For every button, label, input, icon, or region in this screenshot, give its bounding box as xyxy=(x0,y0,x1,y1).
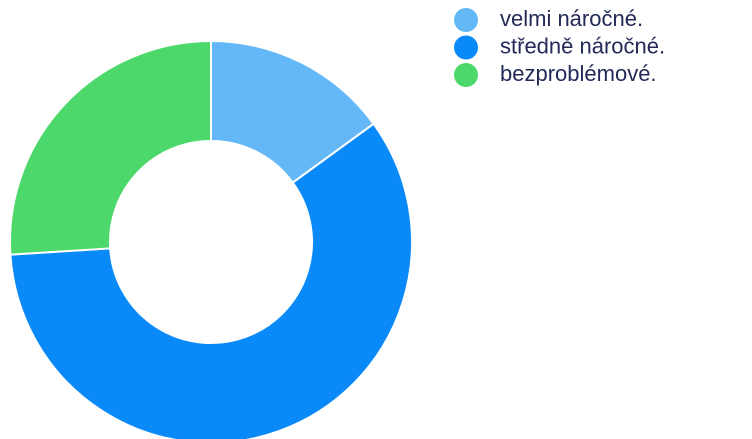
donut-segment xyxy=(9,122,413,439)
donut-segment xyxy=(210,39,376,185)
legend-label: středně náročné. xyxy=(500,33,665,58)
legend-label: bezproblémové. xyxy=(500,61,657,86)
donut-segment xyxy=(9,39,212,256)
legend-label: velmi náročné. xyxy=(500,6,643,31)
legend-marker xyxy=(454,8,478,32)
legend-marker xyxy=(454,35,478,60)
legend-marker xyxy=(454,63,478,87)
